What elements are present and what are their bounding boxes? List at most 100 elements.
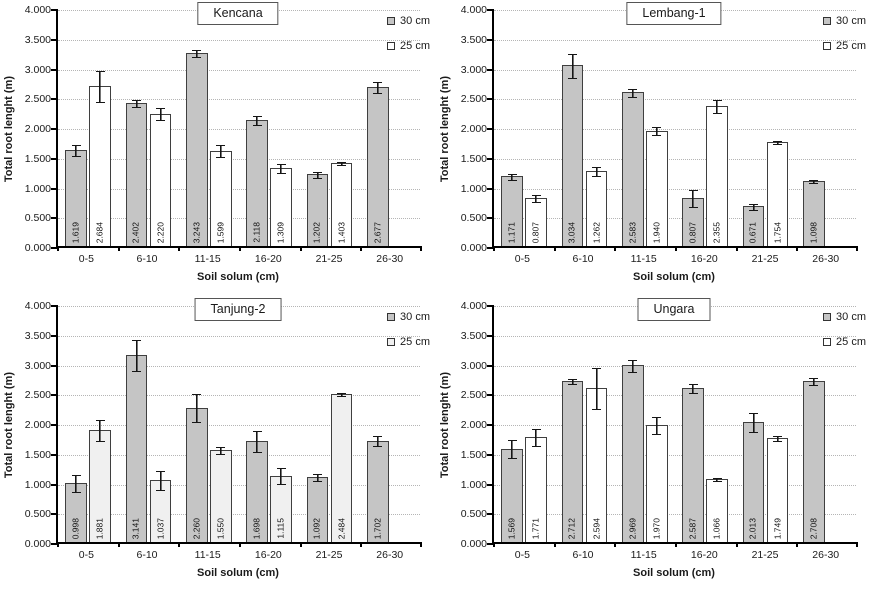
gridline [494,425,856,426]
bar-value-label: 1.754 [772,221,783,243]
y-tickmark [487,424,494,426]
error-bar [748,203,758,211]
y-tickmark [51,334,58,337]
category-group: 1.619 2.684 [58,10,118,246]
legend: 30 cm 25 cm [823,15,866,65]
y-tickmark [51,187,58,190]
x-tickmark [118,542,120,547]
chart-title: Ungara [637,298,711,321]
bar-value-label: 1.098 [808,221,819,243]
error-bar [216,446,226,455]
x-tickmark [420,246,422,251]
legend-label: 25 cm [836,336,866,348]
legend: 30 cm 25 cm [387,311,430,361]
x-tickmark [118,246,120,251]
y-tick-label: 1.500 [24,448,51,461]
bar-25-cm: 1.550 [210,446,232,542]
legend-item-30-cm: 30 cm [823,15,866,27]
legend-item-25-cm: 25 cm [387,40,430,52]
y-tickmark [51,453,58,456]
error-bar [337,161,347,166]
bar-value-label: 2.712 [566,517,577,539]
y-tick-label: 4.000 [460,4,487,16]
x-tickmark [57,542,59,547]
legend-item-30-cm: 30 cm [823,311,866,323]
bar-value-label: 3.034 [566,221,577,243]
bar-30-cm: 1.698 [246,431,268,542]
bar-value-label: 3.243 [191,221,202,243]
error-bar [192,393,202,424]
bar-25-cm: 2.220 [149,108,172,246]
y-tickmark [51,217,58,220]
bar-value-label: 2.118 [251,222,262,243]
x-category-label: 6-10 [572,549,594,561]
bar-value-label: 1.702 [372,517,383,539]
y-tick-label: 1.500 [460,448,487,461]
y-tick-label: 2.500 [460,389,487,402]
error-bar [156,471,166,492]
error-bar [652,416,662,435]
error-bar [507,173,517,181]
y-tick-label: 1.000 [24,478,51,491]
error-bar [809,377,819,387]
y-tick-label: 0.000 [24,242,51,254]
bar-25-cm: 1.881 [89,419,112,542]
y-tick-label: 3.500 [460,329,487,342]
error-bar [809,179,819,184]
bar-value-label: 2.677 [372,221,383,243]
bar-value-label: 1.569 [506,517,517,539]
bar-30-cm: 2.969 [621,359,644,542]
chart-ungara: Total root lenght (m) 0.000 0.500 1.000 1.50… [436,296,872,591]
x-category-label: 26-30 [376,253,404,265]
plot-area: 1.619 2.684 2.402 2.220 3.243 1.599 2.118 1.309… [51,9,422,251]
x-category-label: 26-30 [812,549,840,561]
bar-value-label: 2.583 [627,221,638,243]
error-bar [688,384,698,394]
y-tickmark [51,305,58,307]
error-bar [252,431,262,453]
bar-25-cm: 1.970 [646,416,668,542]
legend: 30 cm 25 cm [823,311,866,361]
y-tick-label: 2.000 [24,123,51,135]
error-bar [71,144,81,157]
bar-30-cm: 1.569 [501,440,523,542]
y-tickmark [51,394,58,397]
y-tick-label: 1.500 [24,152,51,165]
x-tickmark [178,542,180,547]
y-tickmark [487,157,494,160]
y-tickmark [487,98,494,101]
y-tick-label: 0.500 [460,212,487,225]
legend-label: 25 cm [400,336,430,348]
bar-30-cm: 1.098 [802,179,825,246]
error-bar [507,440,517,460]
bar-value-label: 2.594 [591,517,602,539]
x-tickmark [300,246,302,251]
chart-tanjung-2: Total root lenght (m) 0.000 0.500 1.000 1.50… [0,296,436,591]
bar-value-label: 1.115 [275,518,286,539]
category-group: 0.807 2.355 [675,10,735,246]
y-tick-label: 3.000 [24,359,51,372]
category-group: 3.141 1.037 [118,306,178,542]
bar-value-label: 1.771 [530,517,541,539]
error-bar [95,71,105,104]
error-bar [567,378,577,385]
x-axis-title: Soil solum (cm) [197,271,279,283]
y-tick-label: 2.000 [460,419,487,431]
y-tick-label: 3.500 [460,33,487,46]
category-group: 1.171 0.807 [494,10,554,246]
bar-25-cm: 1.037 [149,471,172,542]
gridline [494,454,856,456]
error-bar [312,171,322,180]
bar-30-cm: 0.998 [65,474,87,542]
gridline [494,129,856,130]
error-bar [337,393,347,398]
bar-25-cm: 0.807 [525,195,548,246]
legend-label: 25 cm [836,40,866,52]
gridline [494,365,856,367]
category-group: 1.698 1.115 [239,306,299,542]
x-category-label: 6-10 [572,253,594,265]
error-bar [628,359,638,373]
chart-title: Tanjung-2 [194,298,282,321]
gridline [58,425,420,426]
